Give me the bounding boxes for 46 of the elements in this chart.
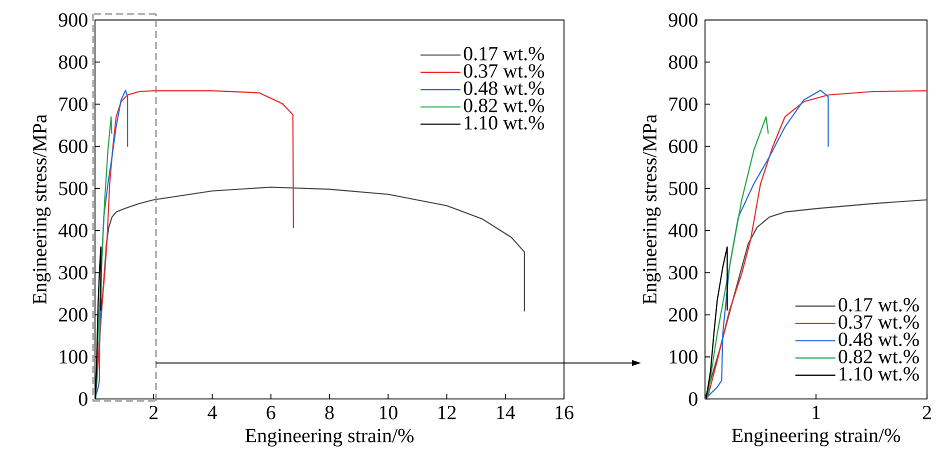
x-tick-label: 12 xyxy=(438,406,456,420)
y-tick-label: 800 xyxy=(668,55,698,69)
y-tick-label: 300 xyxy=(669,266,698,280)
x-tick-label: 16 xyxy=(556,406,574,420)
line-series xyxy=(94,90,294,400)
x-axis-title: Engineering strain/% xyxy=(732,428,900,446)
legend-label: 0.17 wt.% xyxy=(464,46,544,60)
x-tick-label: 10 xyxy=(380,406,398,420)
x-tick-label: 8 xyxy=(325,406,334,420)
legend-label: 0.82 wt.% xyxy=(464,98,544,112)
y-tick-label: 900 xyxy=(668,13,698,27)
y-tick-label: 700 xyxy=(669,97,698,111)
y-tick-label: 900 xyxy=(58,13,88,27)
x-tick-label: 4 xyxy=(208,406,217,420)
y-tick-label: 800 xyxy=(58,55,88,69)
y-tick-label: 0 xyxy=(688,392,698,406)
x-tick-label: 14 xyxy=(497,406,516,420)
x-tick-label: 2 xyxy=(150,406,158,420)
legend-label: 1.10 wt.% xyxy=(464,116,544,130)
y-tick-label: 500 xyxy=(59,182,88,196)
legend-label: 0.37 wt.% xyxy=(838,315,919,329)
legend-label: 1.10 wt.% xyxy=(840,367,919,381)
y-tick-label: 400 xyxy=(58,224,88,238)
y-tick-label: 200 xyxy=(669,308,698,322)
y-axis-title: Engineering stress/MPa xyxy=(643,114,661,304)
legend-label: 0.48 wt.% xyxy=(464,81,544,96)
legend-label: 0.17 wt.% xyxy=(838,298,919,312)
y-tick-label: 600 xyxy=(669,140,698,154)
y-tick-label: 500 xyxy=(669,182,698,196)
line-series xyxy=(704,90,829,400)
y-tick-label: 200 xyxy=(59,308,88,322)
legend-label: 0.48 wt.% xyxy=(838,332,919,346)
legend-label: 0.82 wt.% xyxy=(838,350,919,364)
y-tick-label: 600 xyxy=(59,140,88,154)
y-tick-label: 700 xyxy=(59,97,88,111)
y-tick-label: 100 xyxy=(670,350,698,364)
x-axis-title: Engineering strain/% xyxy=(245,428,414,446)
y-tick-label: 300 xyxy=(59,266,88,280)
y-tick-label: 100 xyxy=(60,350,88,364)
x-tick-label: 2 xyxy=(922,406,931,420)
y-tick-label: 400 xyxy=(668,224,698,238)
x-tick-label: 1 xyxy=(812,406,820,420)
y-tick-label: 0 xyxy=(78,392,88,406)
legend-label: 0.37 wt.% xyxy=(464,64,544,78)
y-axis-title: Engineering stress/MPa xyxy=(33,114,51,304)
x-tick-label: 6 xyxy=(266,406,276,420)
